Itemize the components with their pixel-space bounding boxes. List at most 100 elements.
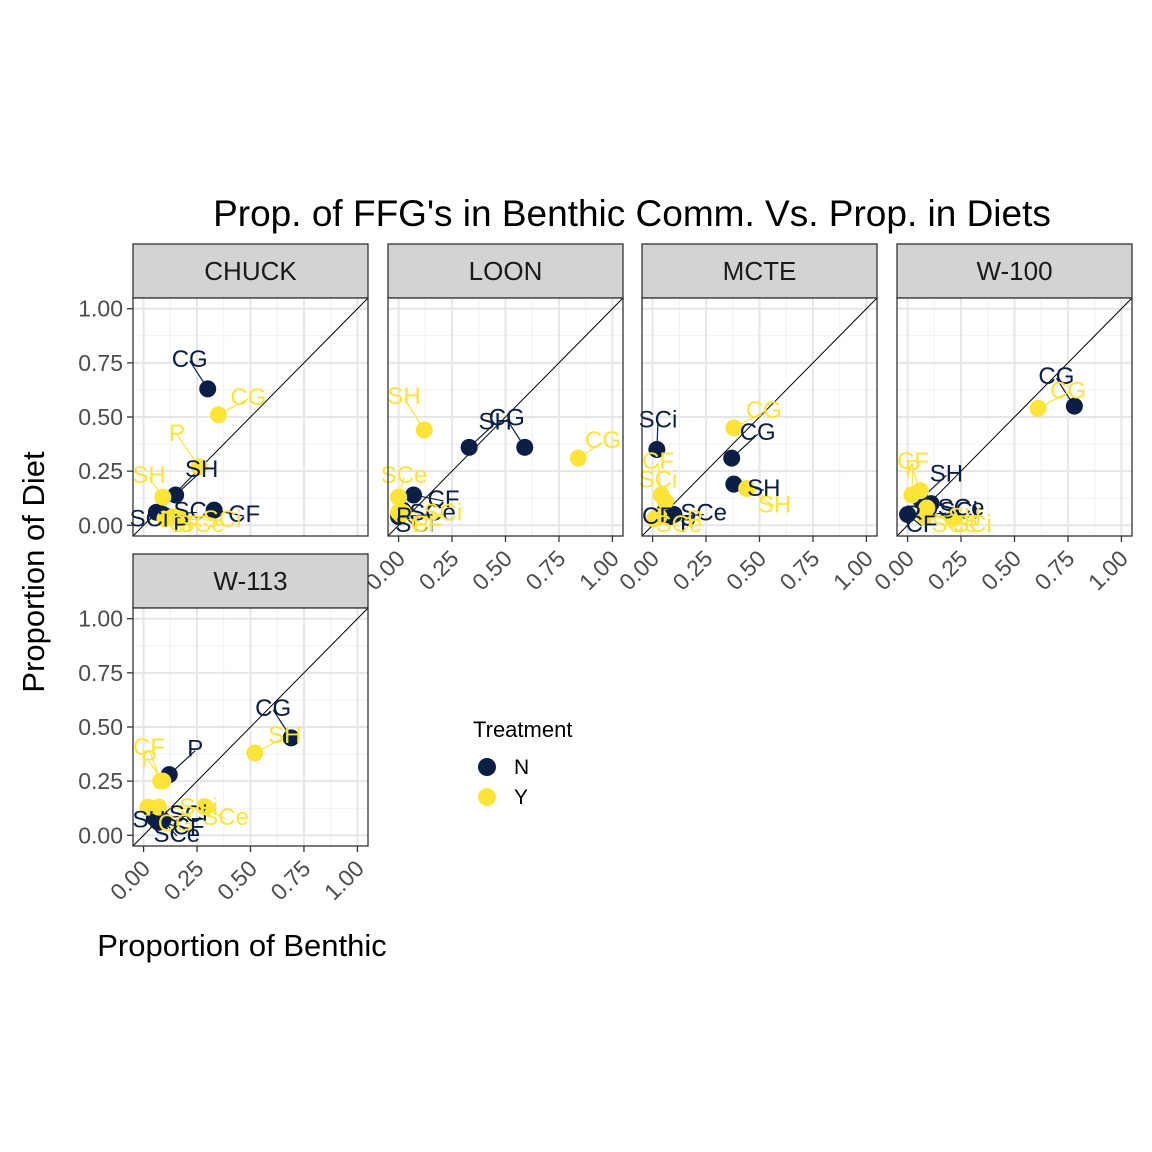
- data-point: [1065, 397, 1083, 415]
- point-label: CG: [746, 397, 782, 424]
- point-label: SCi: [953, 511, 992, 538]
- y-tick-label: 0.25: [78, 458, 123, 484]
- point-label: P: [687, 506, 703, 533]
- y-axis-title: Proportion of Diet: [16, 451, 51, 693]
- point-label: SH: [268, 722, 301, 749]
- identity-line: [641, 297, 878, 537]
- x-tick-label: 0.50: [467, 545, 517, 595]
- point-label: SH: [132, 807, 165, 834]
- data-point: [190, 458, 208, 476]
- facet-strip-label: MCTE: [723, 256, 797, 286]
- point-label: SCi: [179, 794, 218, 821]
- point-label: SCe: [680, 500, 727, 527]
- y-tick-label: 0.75: [78, 350, 123, 376]
- x-tick-label: 0.25: [668, 545, 718, 595]
- point-label: CG: [489, 404, 525, 431]
- facet-strip: [896, 243, 1133, 299]
- point-label: CG: [1050, 377, 1086, 404]
- y-tick-label: 0.00: [78, 822, 123, 848]
- y-tick-label: 1.00: [78, 606, 123, 632]
- point-label: SCe: [931, 511, 978, 538]
- point-label: SH: [387, 383, 420, 410]
- point-label: CF: [228, 501, 260, 528]
- point-label: SCi: [939, 497, 978, 524]
- identity-line: [387, 297, 624, 537]
- data-point: [725, 475, 743, 493]
- point-label: SH: [930, 460, 963, 487]
- point-label: P: [169, 420, 185, 447]
- x-tick-label: 0.25: [159, 855, 209, 905]
- point-label: CF: [133, 734, 165, 761]
- data-point: [899, 505, 917, 523]
- data-point: [246, 744, 264, 762]
- data-point: [516, 438, 534, 456]
- data-point: [154, 772, 172, 790]
- y-tick-label: 0.75: [78, 660, 123, 686]
- data-point: [394, 503, 412, 521]
- data-point: [916, 508, 934, 526]
- y-tick-label: 0.00: [78, 512, 123, 538]
- x-tick-label: 0.00: [105, 855, 155, 905]
- point-label: CF: [169, 511, 201, 538]
- x-tick-label: 1.00: [574, 545, 624, 595]
- point-label: CG: [740, 419, 776, 446]
- x-axis-title: Proportion of Benthic: [97, 928, 387, 963]
- point-label: SCi: [639, 406, 678, 433]
- point-label: CF: [428, 486, 460, 513]
- point-label: CG: [585, 427, 621, 454]
- point-label: CG: [255, 695, 291, 722]
- point-label: CG: [230, 384, 266, 411]
- point-label: P: [396, 503, 412, 530]
- point-label: CF: [906, 511, 938, 538]
- data-point: [209, 406, 227, 424]
- x-tick-label: 0.75: [774, 545, 824, 595]
- x-tick-label: 0.75: [1029, 545, 1079, 595]
- data-point: [156, 510, 174, 528]
- x-tick-label: 1.00: [319, 855, 369, 905]
- legend-label: N: [514, 756, 529, 779]
- data-point: [150, 798, 168, 816]
- data-point: [911, 482, 929, 500]
- point-label: P: [905, 456, 921, 483]
- x-tick-label: 1.00: [1083, 545, 1133, 595]
- y-tick-label: 0.50: [78, 404, 123, 430]
- point-label: P: [187, 736, 203, 763]
- data-point: [282, 729, 300, 747]
- data-point: [723, 449, 741, 467]
- data-point: [205, 501, 223, 519]
- x-tick-label: 0.75: [520, 545, 570, 595]
- point-label: SCi: [639, 466, 678, 493]
- data-point: [405, 486, 423, 504]
- point-label: CF: [642, 448, 674, 475]
- point-label: CF: [173, 813, 205, 840]
- point-label: P: [680, 511, 696, 538]
- y-tick-label: 1.00: [78, 296, 123, 322]
- data-point: [197, 798, 215, 816]
- point-label: SCi: [130, 505, 169, 532]
- data-point: [167, 486, 185, 504]
- data-point: [460, 438, 478, 456]
- x-tick-label: 0.00: [869, 545, 919, 595]
- point-label: SCi: [424, 499, 463, 526]
- facet-strip: [641, 243, 878, 299]
- point-label: SCi: [395, 511, 434, 538]
- x-tick-label: 0.25: [923, 545, 973, 595]
- legend-title: Treatment: [473, 717, 572, 742]
- y-tick-label: 0.50: [78, 714, 123, 740]
- x-tick-label: 0.50: [976, 545, 1026, 595]
- point-label: SCe: [938, 495, 985, 522]
- point-label: SCi: [169, 801, 208, 828]
- legend-key: [478, 758, 496, 776]
- legend-key: [478, 788, 496, 806]
- data-point: [173, 510, 191, 528]
- legend-items: NY: [478, 756, 529, 809]
- facet-strip: [132, 243, 369, 299]
